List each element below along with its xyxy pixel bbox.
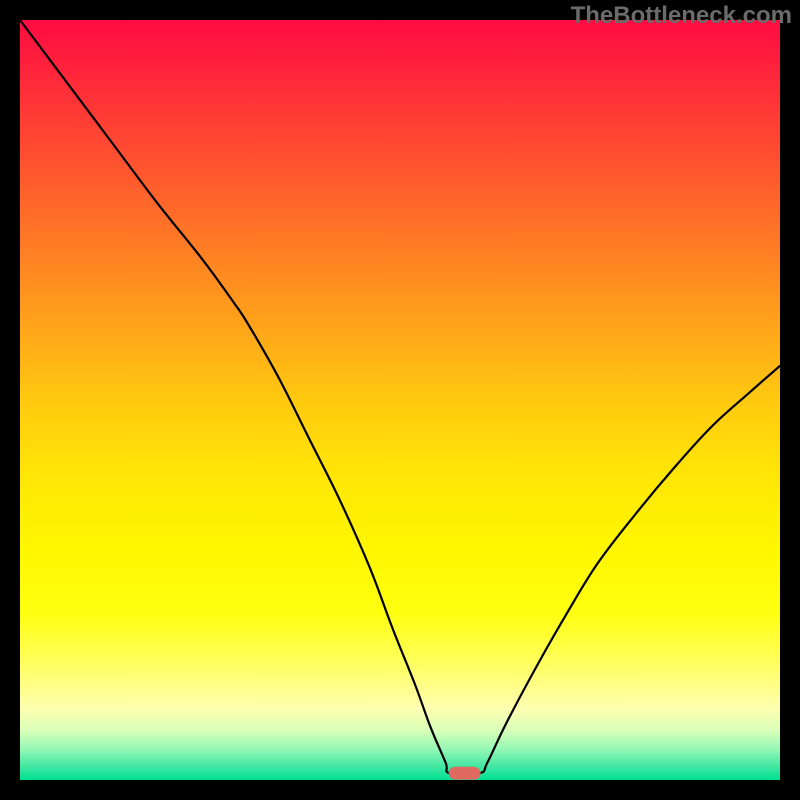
chart-svg — [0, 0, 800, 800]
chart-frame: TheBottleneck.com — [0, 0, 800, 800]
optimum-marker — [449, 767, 481, 780]
watermark-text: TheBottleneck.com — [571, 2, 792, 30]
gradient-background — [20, 20, 780, 780]
